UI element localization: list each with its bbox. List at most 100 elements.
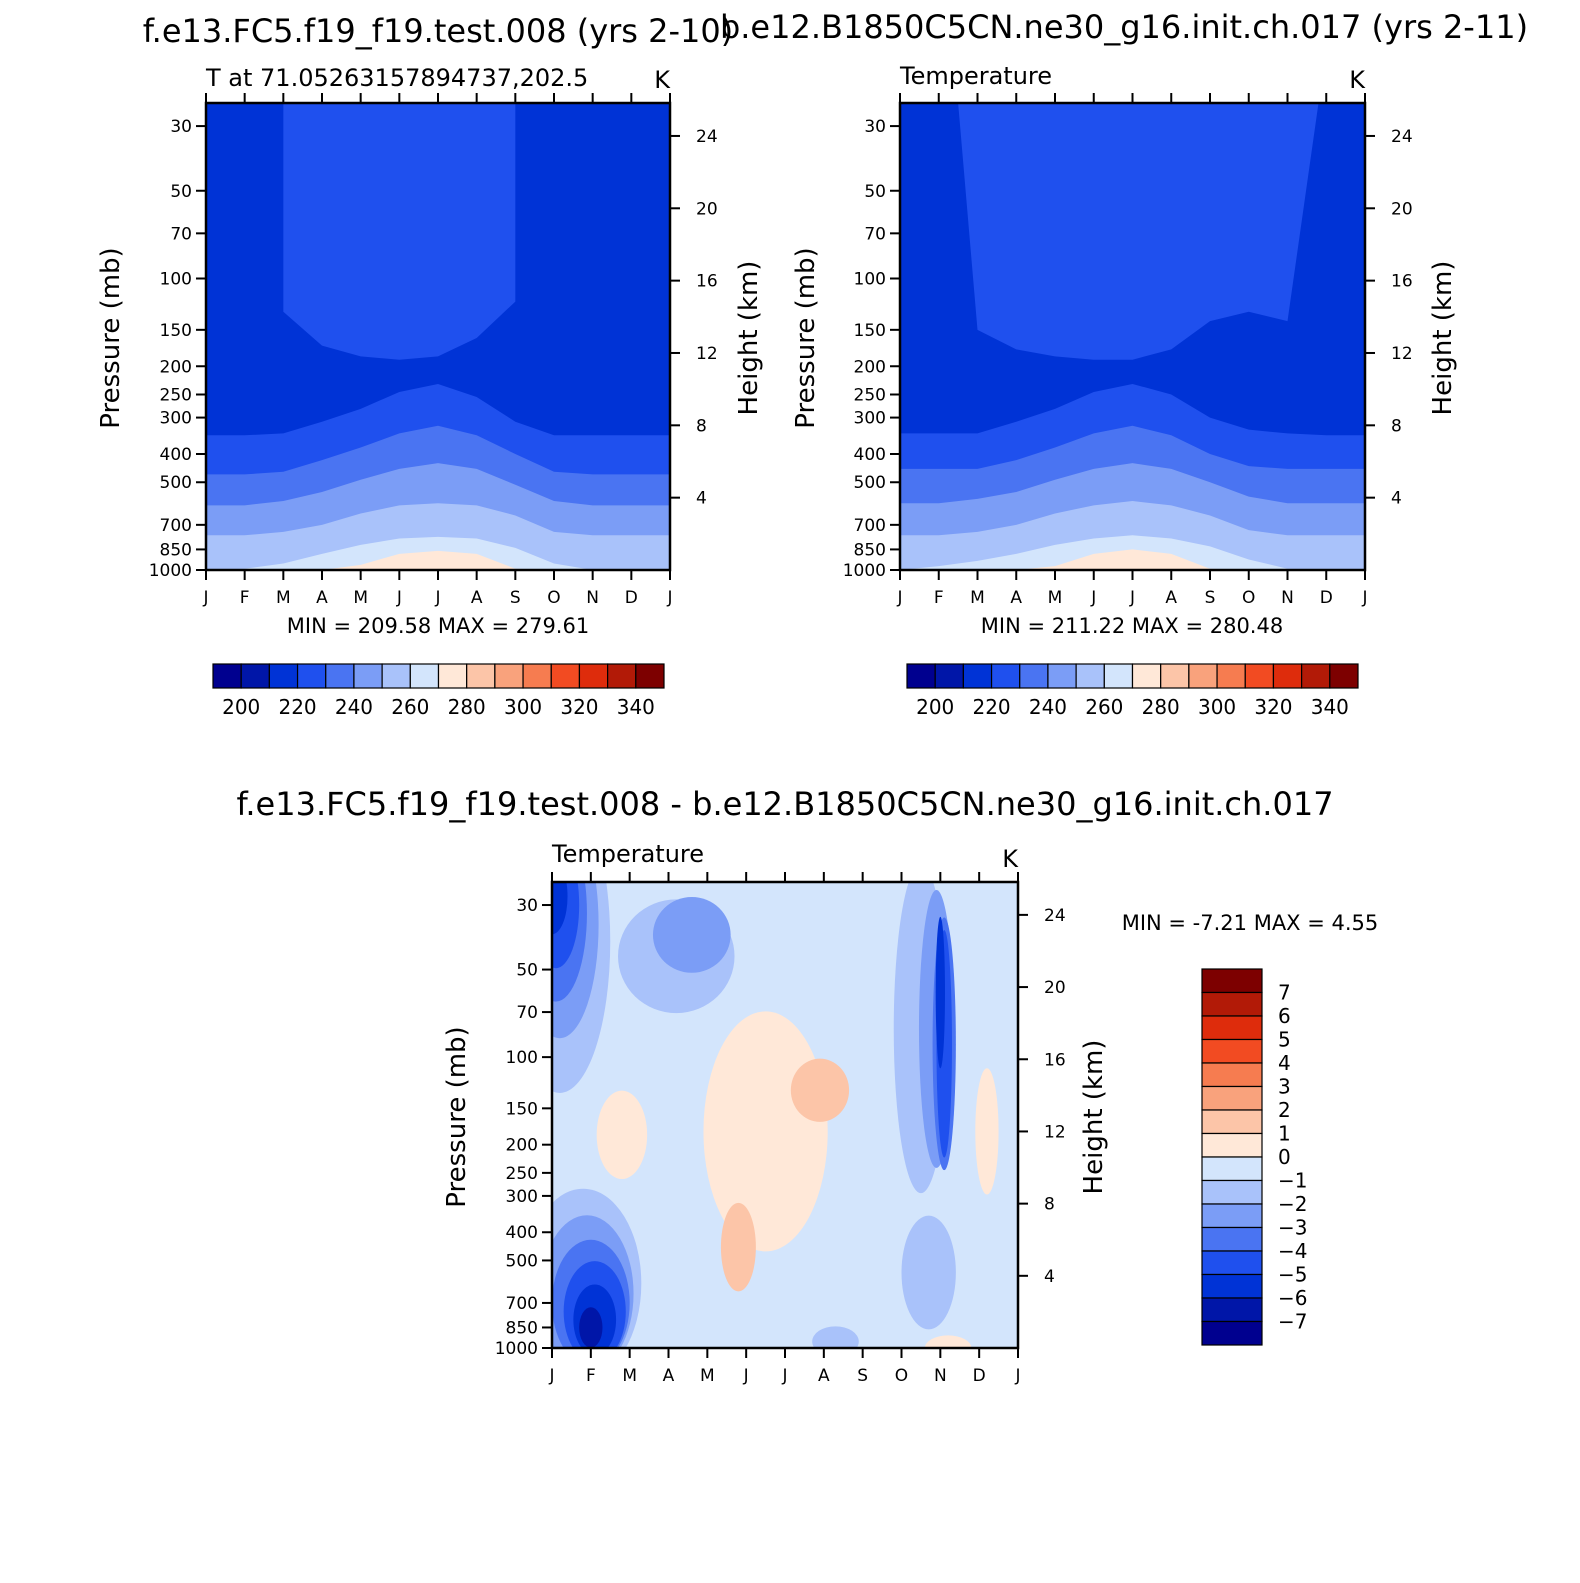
height-tick-label: 20: [1391, 199, 1413, 219]
colorbar-label: −6: [1278, 1286, 1307, 1310]
colorbar-swatch: [1201, 1085, 1263, 1111]
contour-blob: [924, 1335, 972, 1348]
height-tick-label: 20: [696, 199, 718, 219]
height-tick-label: 24: [696, 127, 718, 147]
panel1-main-title: f.e13.FC5.f19_f19.test.008 (yrs 2-10): [143, 12, 734, 50]
contour-blob: [790, 1058, 850, 1122]
height-tick-label: 16: [1044, 1050, 1066, 1070]
colorbar-label: 4: [1278, 1051, 1291, 1075]
x-tick-label: J: [202, 588, 208, 608]
x-tick-label: A: [663, 1366, 675, 1386]
height-tick-label: 4: [1391, 489, 1402, 509]
colorbar-label: 240: [335, 695, 373, 719]
height-tick-label: 12: [1391, 344, 1413, 364]
contour-blob: [552, 882, 568, 935]
panel1-min-max: MIN = 209.58 MAX = 279.61: [287, 614, 589, 638]
pressure-tick-label: 100: [854, 270, 886, 290]
pressure-tick-label: 400: [854, 445, 886, 465]
panel2-colorbar: 200 220 240 260 280 300 320 340: [906, 663, 1359, 719]
colorbar-swatch: [962, 663, 993, 689]
pressure-tick-label: 850: [854, 540, 886, 560]
x-tick-label: J: [896, 588, 902, 608]
x-tick-label: J: [1361, 588, 1367, 608]
contour-blob: [975, 1068, 999, 1195]
colorbar-swatch: [1075, 663, 1105, 689]
x-tick-label: D: [973, 1366, 986, 1386]
colorbar-swatch: [1244, 663, 1275, 689]
colorbar-swatch: [1201, 1203, 1263, 1229]
panel3-pressure-axis-label: Pressure (mb): [442, 1026, 472, 1207]
colorbar-swatch: [550, 663, 581, 689]
pressure-tick-label: 150: [506, 1099, 538, 1119]
panel1-height-axis-label: Height (km): [734, 261, 764, 416]
x-tick-label: J: [1090, 588, 1096, 608]
colorbar-swatch: [1201, 1273, 1263, 1299]
colorbar-swatch: [437, 663, 468, 689]
x-tick-label: N: [934, 1366, 947, 1386]
x-tick-label: F: [240, 588, 250, 608]
contour-fill-band-5: [206, 550, 670, 570]
x-tick-label: S: [510, 588, 521, 608]
colorbar-swatch: [934, 663, 964, 689]
colorbar-swatch: [1201, 1109, 1263, 1135]
colorbar-swatch: [1201, 991, 1263, 1017]
colorbar-swatch: [906, 663, 936, 689]
colorbar-swatch: [1216, 663, 1246, 689]
colorbar-swatch: [1103, 663, 1134, 689]
colorbar-label: 200: [222, 695, 260, 719]
pressure-tick-label: 70: [170, 224, 192, 244]
colorbar-label: −2: [1278, 1192, 1307, 1216]
x-tick-label: A: [818, 1366, 830, 1386]
colorbar-label: 6: [1278, 1004, 1291, 1028]
pressure-tick-label: 50: [516, 961, 538, 981]
colorbar-swatch: [1201, 1179, 1263, 1205]
panel3-min-max: MIN = -7.21 MAX = 4.55: [1122, 911, 1379, 935]
contour-blob: [652, 896, 731, 973]
pressure-tick-label: 500: [506, 1251, 538, 1271]
panel-difference: f.e13.FC5.f19_f19.test.008 - b.e12.B1850…: [236, 785, 1378, 1386]
height-tick-label: 24: [1391, 127, 1413, 147]
colorbar-swatch: [240, 663, 270, 689]
colorbar-swatch: [578, 663, 609, 689]
colorbar-label: 200: [916, 695, 954, 719]
pressure-tick-label: 70: [864, 224, 886, 244]
colorbar-swatch: [212, 663, 242, 689]
colorbar-swatch: [1329, 663, 1359, 689]
x-tick-label: A: [1165, 588, 1177, 608]
contour-blob: [812, 1326, 859, 1348]
colorbar-swatch: [1047, 663, 1077, 689]
x-tick-label: A: [1010, 588, 1022, 608]
colorbar-swatch: [1201, 1226, 1263, 1252]
colorbar-label: −3: [1278, 1216, 1307, 1240]
colorbar-swatch: [1019, 663, 1049, 689]
colorbar-label: 220: [972, 695, 1010, 719]
panel3-subtitle: Temperature: [551, 840, 704, 868]
colorbar-label: 5: [1278, 1028, 1291, 1052]
pressure-tick-label: 300: [160, 409, 192, 429]
pressure-tick-label: 200: [160, 357, 192, 377]
x-tick-label: M: [1048, 588, 1063, 608]
pressure-tick-label: 700: [506, 1294, 538, 1314]
colorbar-label: 300: [504, 695, 542, 719]
colorbar-label: 220: [278, 695, 316, 719]
panel2-units: K: [1349, 66, 1366, 94]
height-tick-label: 12: [696, 344, 718, 364]
height-tick-label: 16: [1391, 272, 1413, 292]
x-tick-label: J: [781, 1366, 787, 1386]
colorbar-label: 0: [1278, 1145, 1291, 1169]
x-tick-label: S: [857, 1366, 868, 1386]
panel-case1: f.e13.FC5.f19_f19.test.008 (yrs 2-10) T …: [96, 12, 764, 719]
pressure-tick-label: 250: [854, 385, 886, 405]
colorbar-swatch: [607, 663, 637, 689]
pressure-tick-label: 700: [160, 516, 192, 536]
colorbar-swatch: [1201, 1297, 1263, 1323]
colorbar-label: −5: [1278, 1263, 1307, 1287]
x-tick-label: M: [622, 1366, 637, 1386]
pressure-tick-label: 50: [170, 182, 192, 202]
colorbar-swatch: [353, 663, 383, 689]
contour-fill-band-3: [206, 503, 670, 570]
x-tick-label: D: [625, 588, 638, 608]
panel2-subtitle: Temperature: [899, 62, 1052, 90]
contour-fill-band-5: [900, 549, 1365, 570]
